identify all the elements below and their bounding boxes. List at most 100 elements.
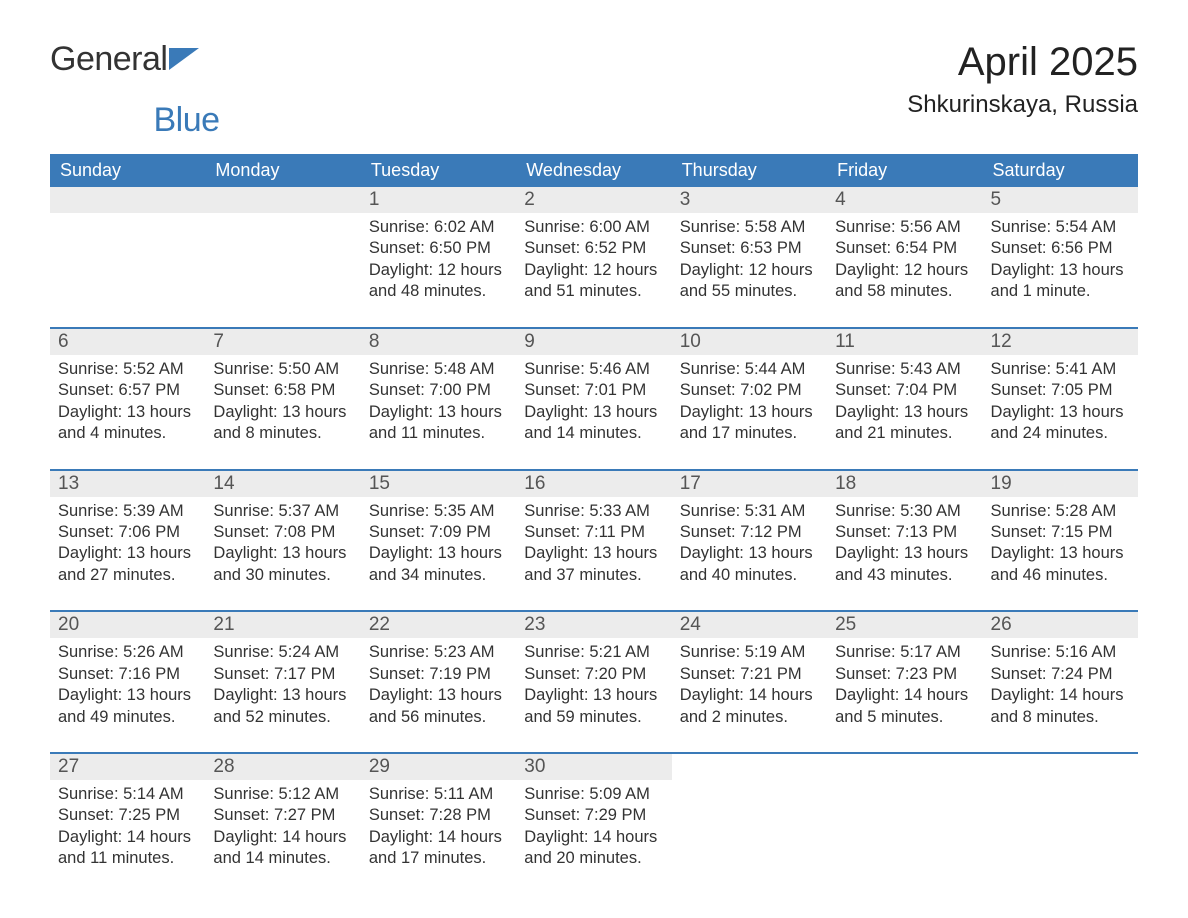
week-row: 20Sunrise: 5:26 AMSunset: 7:16 PMDayligh… — [50, 610, 1138, 736]
day-number — [983, 754, 1138, 780]
day-number: 10 — [672, 329, 827, 355]
day-number: 8 — [361, 329, 516, 355]
day-dl1: Daylight: 13 hours — [524, 402, 663, 423]
day-sunrise: Sunrise: 5:30 AM — [835, 501, 974, 522]
day-dl2: and 8 minutes. — [991, 707, 1130, 728]
day-body: Sunrise: 5:50 AMSunset: 6:58 PMDaylight:… — [205, 355, 360, 453]
day-sunset: Sunset: 7:24 PM — [991, 664, 1130, 685]
day-number: 5 — [983, 187, 1138, 213]
day-cell: 11Sunrise: 5:43 AMSunset: 7:04 PMDayligh… — [827, 329, 982, 453]
logo-text-general: General — [50, 40, 167, 79]
day-body: Sunrise: 5:30 AMSunset: 7:13 PMDaylight:… — [827, 497, 982, 595]
day-cell-empty — [50, 187, 205, 311]
day-dl1: Daylight: 14 hours — [680, 685, 819, 706]
day-sunset: Sunset: 7:29 PM — [524, 805, 663, 826]
day-body: Sunrise: 5:37 AMSunset: 7:08 PMDaylight:… — [205, 497, 360, 595]
week-row: 13Sunrise: 5:39 AMSunset: 7:06 PMDayligh… — [50, 469, 1138, 595]
day-sunrise: Sunrise: 5:52 AM — [58, 359, 197, 380]
day-body: Sunrise: 6:00 AMSunset: 6:52 PMDaylight:… — [516, 213, 671, 311]
day-cell: 10Sunrise: 5:44 AMSunset: 7:02 PMDayligh… — [672, 329, 827, 453]
day-body: Sunrise: 5:41 AMSunset: 7:05 PMDaylight:… — [983, 355, 1138, 453]
day-sunset: Sunset: 7:21 PM — [680, 664, 819, 685]
day-number: 13 — [50, 471, 205, 497]
logo: General — [50, 40, 199, 79]
day-dl2: and 56 minutes. — [369, 707, 508, 728]
day-sunrise: Sunrise: 5:58 AM — [680, 217, 819, 238]
day-number: 1 — [361, 187, 516, 213]
day-cell: 8Sunrise: 5:48 AMSunset: 7:00 PMDaylight… — [361, 329, 516, 453]
day-sunset: Sunset: 6:52 PM — [524, 238, 663, 259]
day-cell: 16Sunrise: 5:33 AMSunset: 7:11 PMDayligh… — [516, 471, 671, 595]
weekday-header: Monday — [205, 154, 360, 187]
location-label: Shkurinskaya, Russia — [907, 91, 1138, 119]
day-sunset: Sunset: 7:13 PM — [835, 522, 974, 543]
week-row: 27Sunrise: 5:14 AMSunset: 7:25 PMDayligh… — [50, 752, 1138, 878]
day-sunrise: Sunrise: 6:02 AM — [369, 217, 508, 238]
day-sunrise: Sunrise: 6:00 AM — [524, 217, 663, 238]
day-body: Sunrise: 5:31 AMSunset: 7:12 PMDaylight:… — [672, 497, 827, 595]
day-sunset: Sunset: 7:20 PM — [524, 664, 663, 685]
day-sunrise: Sunrise: 5:39 AM — [58, 501, 197, 522]
day-cell: 4Sunrise: 5:56 AMSunset: 6:54 PMDaylight… — [827, 187, 982, 311]
day-number: 24 — [672, 612, 827, 638]
day-body: Sunrise: 5:11 AMSunset: 7:28 PMDaylight:… — [361, 780, 516, 878]
day-dl1: Daylight: 12 hours — [680, 260, 819, 281]
weeks-container: 1Sunrise: 6:02 AMSunset: 6:50 PMDaylight… — [50, 187, 1138, 878]
day-dl2: and 17 minutes. — [680, 423, 819, 444]
day-sunrise: Sunrise: 5:43 AM — [835, 359, 974, 380]
day-cell: 1Sunrise: 6:02 AMSunset: 6:50 PMDaylight… — [361, 187, 516, 311]
day-number: 7 — [205, 329, 360, 355]
day-body: Sunrise: 5:46 AMSunset: 7:01 PMDaylight:… — [516, 355, 671, 453]
day-cell: 25Sunrise: 5:17 AMSunset: 7:23 PMDayligh… — [827, 612, 982, 736]
day-number: 6 — [50, 329, 205, 355]
day-dl1: Daylight: 13 hours — [680, 543, 819, 564]
day-dl1: Daylight: 13 hours — [58, 685, 197, 706]
day-dl2: and 8 minutes. — [213, 423, 352, 444]
day-sunset: Sunset: 6:56 PM — [991, 238, 1130, 259]
day-dl2: and 14 minutes. — [524, 423, 663, 444]
day-body: Sunrise: 5:16 AMSunset: 7:24 PMDaylight:… — [983, 638, 1138, 736]
day-dl2: and 5 minutes. — [835, 707, 974, 728]
day-cell: 13Sunrise: 5:39 AMSunset: 7:06 PMDayligh… — [50, 471, 205, 595]
day-dl2: and 11 minutes. — [369, 423, 508, 444]
day-dl1: Daylight: 13 hours — [835, 402, 974, 423]
day-dl1: Daylight: 13 hours — [680, 402, 819, 423]
day-dl1: Daylight: 13 hours — [991, 402, 1130, 423]
day-sunset: Sunset: 7:27 PM — [213, 805, 352, 826]
day-sunset: Sunset: 7:01 PM — [524, 380, 663, 401]
week-row: 6Sunrise: 5:52 AMSunset: 6:57 PMDaylight… — [50, 327, 1138, 453]
day-body: Sunrise: 5:23 AMSunset: 7:19 PMDaylight:… — [361, 638, 516, 736]
day-dl2: and 58 minutes. — [835, 281, 974, 302]
day-sunset: Sunset: 6:54 PM — [835, 238, 974, 259]
day-number: 19 — [983, 471, 1138, 497]
month-title: April 2025 — [907, 40, 1138, 85]
day-sunset: Sunset: 7:23 PM — [835, 664, 974, 685]
day-dl1: Daylight: 14 hours — [213, 827, 352, 848]
day-number: 26 — [983, 612, 1138, 638]
day-sunrise: Sunrise: 5:33 AM — [524, 501, 663, 522]
day-number: 20 — [50, 612, 205, 638]
day-sunrise: Sunrise: 5:17 AM — [835, 642, 974, 663]
day-sunrise: Sunrise: 5:48 AM — [369, 359, 508, 380]
day-body: Sunrise: 5:28 AMSunset: 7:15 PMDaylight:… — [983, 497, 1138, 595]
day-body: Sunrise: 5:26 AMSunset: 7:16 PMDaylight:… — [50, 638, 205, 736]
day-body: Sunrise: 5:12 AMSunset: 7:27 PMDaylight:… — [205, 780, 360, 878]
day-sunset: Sunset: 7:05 PM — [991, 380, 1130, 401]
day-number: 12 — [983, 329, 1138, 355]
day-cell: 21Sunrise: 5:24 AMSunset: 7:17 PMDayligh… — [205, 612, 360, 736]
day-number: 21 — [205, 612, 360, 638]
day-number: 18 — [827, 471, 982, 497]
day-sunrise: Sunrise: 5:16 AM — [991, 642, 1130, 663]
day-dl2: and 4 minutes. — [58, 423, 197, 444]
weekday-header: Saturday — [983, 154, 1138, 187]
day-sunset: Sunset: 7:09 PM — [369, 522, 508, 543]
day-body: Sunrise: 5:33 AMSunset: 7:11 PMDaylight:… — [516, 497, 671, 595]
day-sunset: Sunset: 7:02 PM — [680, 380, 819, 401]
day-sunrise: Sunrise: 5:54 AM — [991, 217, 1130, 238]
day-number: 15 — [361, 471, 516, 497]
day-body: Sunrise: 5:14 AMSunset: 7:25 PMDaylight:… — [50, 780, 205, 878]
day-body: Sunrise: 5:48 AMSunset: 7:00 PMDaylight:… — [361, 355, 516, 453]
day-dl1: Daylight: 13 hours — [835, 543, 974, 564]
day-number: 16 — [516, 471, 671, 497]
day-body: Sunrise: 5:35 AMSunset: 7:09 PMDaylight:… — [361, 497, 516, 595]
